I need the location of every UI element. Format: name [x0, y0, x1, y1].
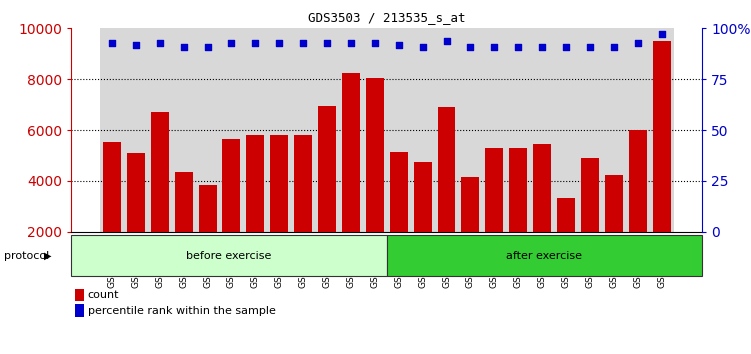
- Text: after exercise: after exercise: [506, 251, 583, 261]
- Point: [225, 40, 237, 45]
- Text: GDS3503 / 213535_s_at: GDS3503 / 213535_s_at: [308, 11, 466, 24]
- Bar: [458, 28, 482, 232]
- Point: [560, 44, 572, 50]
- Bar: [629, 130, 647, 283]
- Bar: [103, 142, 121, 283]
- Bar: [506, 28, 530, 232]
- Point: [369, 40, 381, 45]
- Point: [536, 44, 548, 50]
- Bar: [605, 175, 623, 283]
- Bar: [151, 112, 169, 283]
- Point: [273, 40, 285, 45]
- Point: [608, 44, 620, 50]
- Point: [201, 44, 213, 50]
- Bar: [148, 28, 172, 232]
- Bar: [387, 28, 411, 232]
- Bar: [294, 135, 312, 283]
- Bar: [222, 139, 240, 283]
- Bar: [653, 41, 671, 283]
- Bar: [243, 28, 267, 232]
- Point: [632, 40, 644, 45]
- Bar: [554, 28, 578, 232]
- Bar: [581, 158, 599, 283]
- Text: percentile rank within the sample: percentile rank within the sample: [88, 306, 276, 316]
- Bar: [578, 28, 602, 232]
- Bar: [626, 28, 650, 232]
- Bar: [124, 28, 148, 232]
- Bar: [175, 172, 192, 283]
- Bar: [366, 78, 384, 283]
- Bar: [509, 148, 527, 283]
- Point: [464, 44, 476, 50]
- Point: [154, 40, 166, 45]
- Bar: [650, 28, 674, 232]
- Bar: [127, 153, 145, 283]
- Bar: [342, 73, 360, 283]
- Point: [321, 40, 333, 45]
- Point: [488, 44, 500, 50]
- Point: [130, 42, 142, 47]
- Bar: [315, 28, 339, 232]
- Bar: [438, 107, 455, 283]
- Bar: [533, 144, 551, 283]
- Bar: [482, 28, 506, 232]
- Bar: [414, 162, 432, 283]
- Text: count: count: [88, 290, 119, 300]
- Bar: [602, 28, 626, 232]
- Point: [417, 44, 429, 50]
- Bar: [270, 135, 288, 283]
- Bar: [195, 28, 219, 232]
- Bar: [318, 106, 336, 283]
- Point: [441, 38, 453, 44]
- Bar: [363, 28, 387, 232]
- Bar: [461, 177, 479, 283]
- Point: [297, 40, 309, 45]
- Bar: [530, 28, 554, 232]
- Bar: [198, 185, 216, 283]
- Text: before exercise: before exercise: [186, 251, 272, 261]
- Bar: [339, 28, 363, 232]
- Bar: [411, 28, 435, 232]
- Bar: [267, 28, 291, 232]
- Bar: [485, 148, 503, 283]
- Bar: [246, 135, 264, 283]
- Point: [512, 44, 524, 50]
- Bar: [100, 28, 124, 232]
- Point: [345, 40, 357, 45]
- Point: [584, 44, 596, 50]
- Bar: [390, 152, 408, 283]
- Bar: [219, 28, 243, 232]
- Bar: [172, 28, 195, 232]
- Point: [393, 42, 405, 47]
- Point: [106, 40, 118, 45]
- Text: ▶: ▶: [44, 251, 51, 261]
- Point: [178, 44, 190, 50]
- Bar: [291, 28, 315, 232]
- Bar: [71, 235, 387, 276]
- Point: [249, 40, 261, 45]
- Bar: [435, 28, 458, 232]
- Text: protocol: protocol: [4, 251, 49, 261]
- Bar: [557, 198, 575, 283]
- Point: [656, 32, 668, 37]
- Bar: [387, 235, 702, 276]
